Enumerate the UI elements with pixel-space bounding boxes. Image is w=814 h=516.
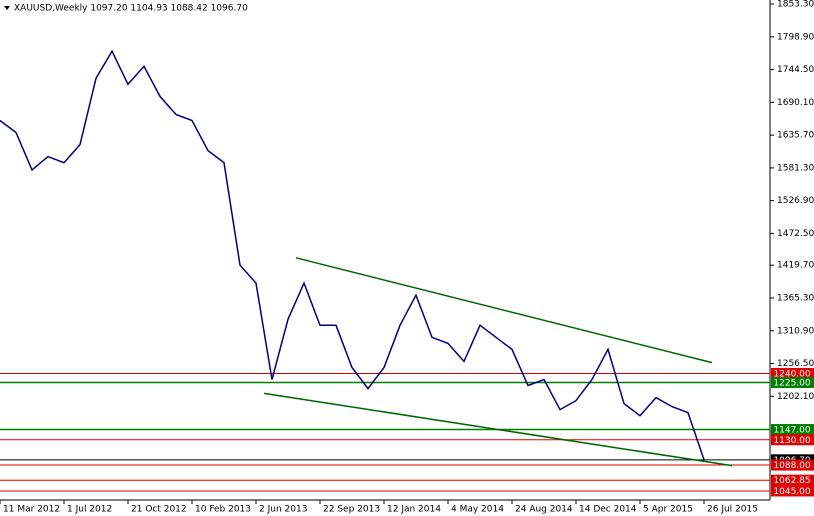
chart-title: XAUUSD,Weekly 1097.20 1104.93 1088.42 10… xyxy=(14,4,248,14)
x-tick-label: 26 Jul 2015 xyxy=(707,505,758,515)
symbol-icon xyxy=(4,6,10,10)
level-box xyxy=(771,485,814,497)
x-tick-label: 2 Jun 2013 xyxy=(259,505,307,515)
level-label: 1225.00 xyxy=(773,379,810,389)
trend-line xyxy=(263,392,733,467)
level-label: 1240.00 xyxy=(773,369,810,379)
y-tick-label: 1581.30 xyxy=(777,163,814,173)
x-tick-label: 5 Apr 2015 xyxy=(643,505,693,515)
level-box xyxy=(771,367,814,379)
y-tick-label: 1635.70 xyxy=(777,131,814,141)
level-label: 1147.00 xyxy=(773,426,810,436)
y-tick-label: 1472.50 xyxy=(777,229,814,239)
x-tick-label: 4 May 2014 xyxy=(451,505,504,515)
x-tick-label: 24 Aug 2014 xyxy=(515,505,573,515)
x-tick-label: 14 Dec 2014 xyxy=(579,505,637,515)
y-tick-label: 1690.10 xyxy=(777,98,814,108)
x-tick-label: 11 Mar 2012 xyxy=(3,505,60,515)
y-tick-label: 1310.90 xyxy=(777,326,814,336)
level-label: 1130.00 xyxy=(773,436,810,446)
x-tick-label: 21 Oct 2012 xyxy=(131,505,187,515)
y-tick-label: 1744.50 xyxy=(777,65,814,75)
x-tick-label: 1 Jul 2012 xyxy=(67,505,112,515)
level-box xyxy=(771,377,814,389)
level-box xyxy=(771,424,814,436)
x-tick-label: 22 Sep 2013 xyxy=(323,505,380,515)
y-tick-label: 1526.90 xyxy=(777,196,814,206)
y-tick-label: 1202.10 xyxy=(777,392,814,402)
price-line xyxy=(0,49,705,461)
level-box xyxy=(771,459,814,471)
level-box xyxy=(771,434,814,446)
level-label: 1088.00 xyxy=(773,461,810,471)
x-tick-label: 12 Jan 2014 xyxy=(387,505,441,515)
trend-line xyxy=(295,257,713,364)
x-tick-label: 10 Feb 2013 xyxy=(195,505,251,515)
y-tick-label: 1853.30 xyxy=(777,0,814,10)
level-label: 1062.85 xyxy=(773,476,810,486)
level-box xyxy=(771,474,814,486)
y-tick-label: 1365.30 xyxy=(777,294,814,304)
y-tick-label: 1798.90 xyxy=(777,32,814,42)
level-label: 1045.00 xyxy=(773,487,810,497)
y-tick-label: 1419.70 xyxy=(777,261,814,271)
y-tick-label: 1256.50 xyxy=(777,359,814,369)
